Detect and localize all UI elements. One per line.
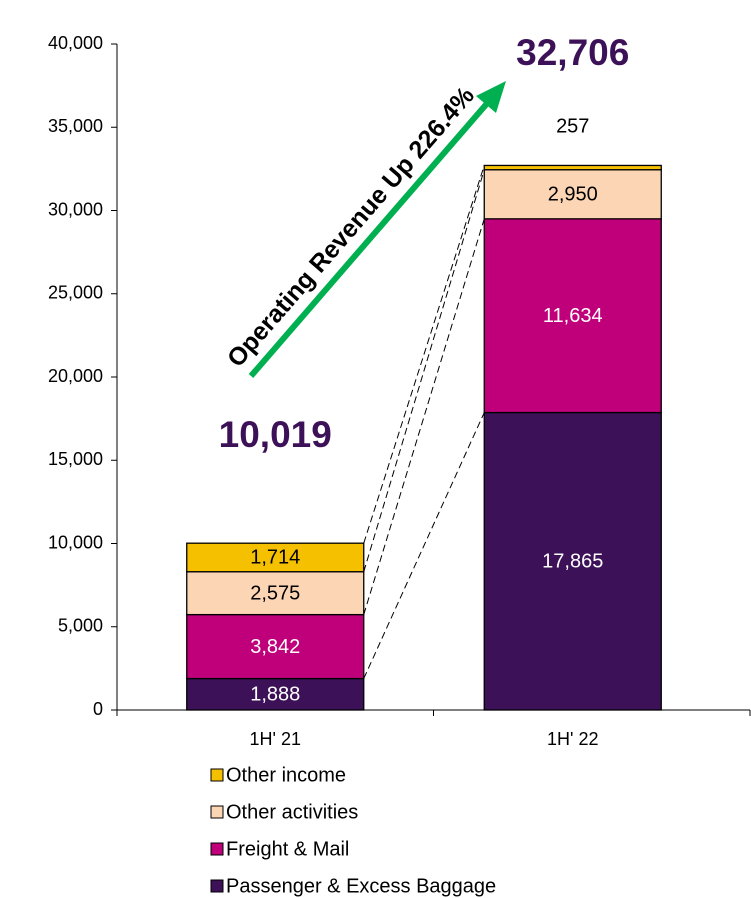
x-tick-label: 1H' 22 bbox=[547, 729, 598, 749]
bar-segment bbox=[186, 677, 365, 711]
total-label: 10,019 bbox=[219, 414, 332, 455]
bar-segment bbox=[483, 169, 662, 220]
legend-swatch bbox=[210, 768, 224, 782]
connector-line bbox=[363, 169, 485, 572]
legend-label: Passenger & Excess Baggage bbox=[226, 875, 496, 897]
data-label: 11,634 bbox=[543, 305, 603, 327]
bar-segment bbox=[483, 164, 662, 171]
y-tick-label: 0 bbox=[93, 699, 103, 719]
legend-label: Other activities bbox=[226, 801, 358, 823]
bar-segment bbox=[186, 613, 365, 680]
connector-line bbox=[363, 165, 485, 544]
y-tick-label: 25,000 bbox=[48, 283, 103, 303]
arrow-head bbox=[476, 81, 506, 113]
y-tick-label: 30,000 bbox=[48, 199, 103, 219]
connector-line bbox=[363, 218, 485, 615]
total-label: 32,706 bbox=[516, 32, 629, 73]
connector-line bbox=[363, 412, 485, 679]
y-tick-label: 15,000 bbox=[48, 449, 103, 469]
x-tick-label: 1H' 21 bbox=[250, 729, 301, 749]
y-tick-label: 20,000 bbox=[48, 366, 103, 386]
y-tick-label: 5,000 bbox=[58, 616, 103, 636]
data-label: 17,865 bbox=[542, 551, 603, 573]
data-label: 2,950 bbox=[548, 184, 598, 206]
bar-segment bbox=[186, 542, 365, 573]
legend-swatch bbox=[210, 842, 224, 856]
bar-segment bbox=[186, 571, 365, 616]
data-label: 1,888 bbox=[250, 684, 300, 706]
bar-segment bbox=[483, 218, 662, 414]
growth-arrow bbox=[248, 98, 493, 378]
y-tick-label: 10,000 bbox=[48, 532, 103, 552]
data-label: 3,842 bbox=[250, 636, 300, 658]
y-tick-label: 35,000 bbox=[48, 116, 103, 136]
y-tick-label: 40,000 bbox=[48, 33, 103, 53]
data-label: 257 bbox=[556, 116, 589, 138]
bar-segment bbox=[483, 411, 662, 711]
data-label: 1,714 bbox=[250, 547, 300, 569]
annotation: Operating Revenue Up 226.4% bbox=[222, 82, 480, 373]
legend-label: Freight & Mail bbox=[226, 838, 349, 860]
legend-swatch bbox=[210, 805, 224, 819]
legend-swatch bbox=[210, 879, 224, 893]
legend-label: Other income bbox=[226, 764, 346, 786]
data-label: 2,575 bbox=[250, 582, 300, 604]
